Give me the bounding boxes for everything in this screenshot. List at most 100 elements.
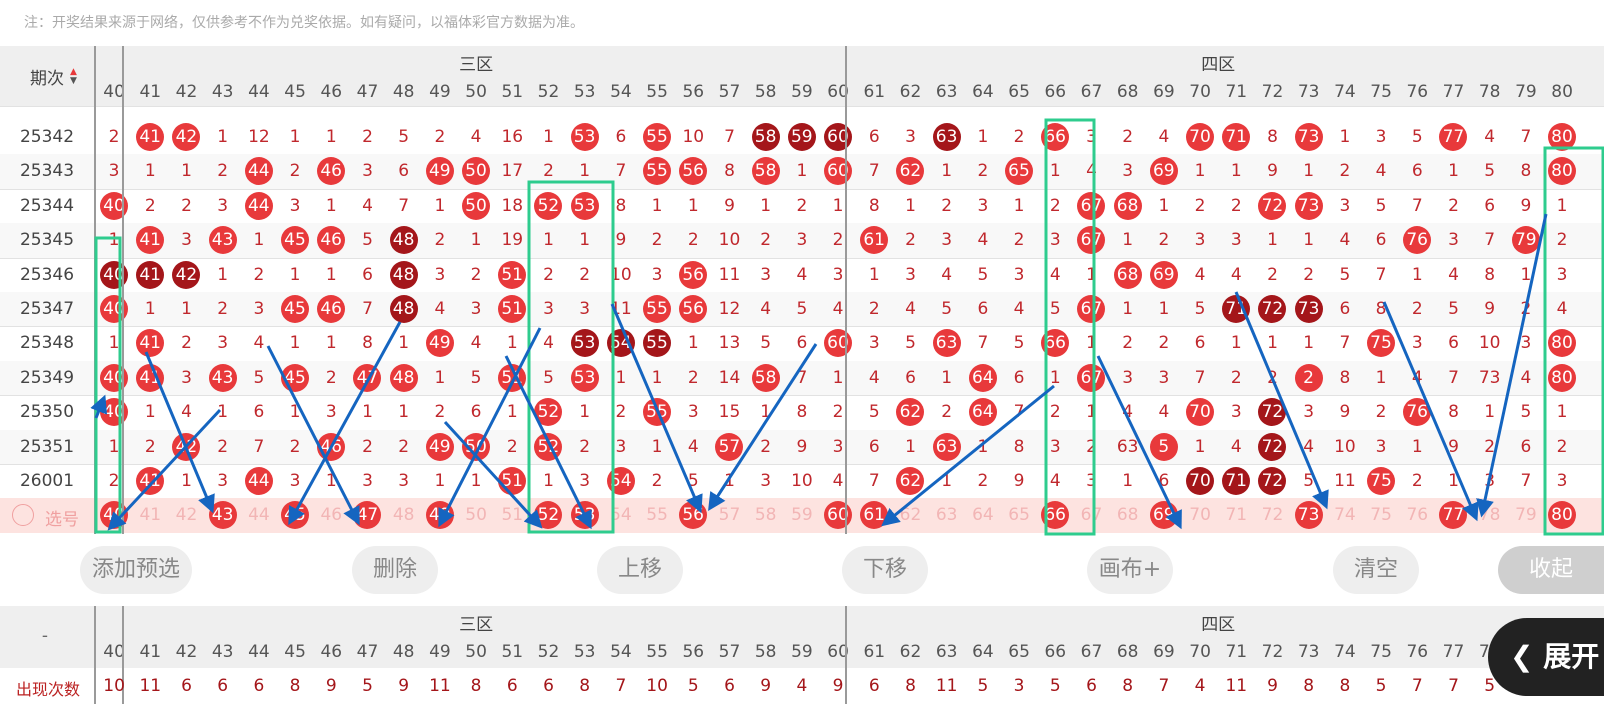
miss-count: 2	[253, 264, 265, 285]
bottom-column-header: 64	[972, 642, 994, 662]
miss-count: 11	[1334, 471, 1356, 491]
miss-count: 1	[1556, 402, 1568, 423]
select-number[interactable]: 42	[175, 505, 198, 526]
column-header: 42	[175, 82, 198, 102]
select-number[interactable]: 68	[1116, 505, 1139, 526]
select-number[interactable]: 78	[1478, 505, 1501, 526]
miss-count: 4	[253, 333, 265, 354]
miss-count: 3	[651, 264, 663, 285]
canvas-plus-button[interactable]: 画布+	[1087, 546, 1173, 594]
issue-number: 25350	[19, 402, 75, 423]
miss-count: 3	[1122, 161, 1134, 182]
appearance-count: 5	[1484, 676, 1496, 696]
clear-button[interactable]: 清空	[1333, 546, 1419, 594]
miss-count: 2	[1013, 127, 1025, 147]
select-number[interactable]: 71	[1225, 505, 1248, 526]
miss-count: 8	[868, 195, 880, 216]
miss-count: 1	[1230, 161, 1242, 182]
miss-count: 11	[718, 264, 741, 285]
miss-count: 1	[289, 333, 301, 354]
miss-count: 4	[1411, 367, 1423, 388]
move-up-button[interactable]: 上移	[597, 546, 683, 594]
miss-count: 9	[1448, 436, 1459, 457]
hit-ball: 64	[968, 398, 997, 427]
column-separator	[845, 46, 847, 534]
hit-ball: 45	[281, 295, 309, 323]
hit-ball: 69	[1149, 157, 1178, 186]
appearance-count: 8	[1122, 676, 1134, 696]
miss-count: 1	[687, 333, 699, 354]
select-number[interactable]: 41	[139, 505, 162, 526]
miss-count: 7	[362, 299, 373, 319]
miss-count: 3	[1230, 230, 1242, 251]
hit-ball: 73	[1294, 295, 1323, 323]
select-number[interactable]: 70	[1189, 505, 1211, 526]
miss-count: 5	[1049, 299, 1061, 319]
move-down-button[interactable]: 下移	[842, 546, 928, 594]
picked-ball[interactable]: 53	[570, 501, 599, 530]
appearance-count: 8	[905, 676, 916, 696]
hit-ball: 51	[498, 260, 527, 289]
select-number[interactable]: 54	[610, 505, 632, 526]
select-number[interactable]: 48	[392, 505, 415, 526]
dash-label: -	[41, 626, 49, 646]
miss-count: 2	[1556, 230, 1568, 251]
select-number[interactable]: 51	[501, 505, 524, 526]
add-preselect-button[interactable]: 添加预选	[80, 546, 192, 594]
miss-count: 5	[398, 127, 410, 147]
select-number[interactable]: 65	[1008, 505, 1030, 526]
select-number[interactable]: 76	[1406, 505, 1429, 526]
select-number[interactable]: 79	[1515, 505, 1537, 526]
select-number[interactable]: 58	[754, 505, 777, 526]
select-number[interactable]: 72	[1261, 505, 1284, 526]
select-number[interactable]: 75	[1370, 505, 1392, 526]
hit-ball: 45	[281, 363, 309, 392]
miss-count: 8	[1484, 264, 1496, 285]
appearance-count: 11	[935, 676, 958, 696]
miss-count: 11	[610, 299, 632, 319]
miss-count: 1	[1086, 402, 1097, 423]
select-number[interactable]: 50	[465, 505, 487, 526]
select-number[interactable]: 59	[791, 505, 813, 526]
appearance-count: 9	[1267, 676, 1278, 696]
miss-count: 5	[1303, 471, 1315, 491]
select-number[interactable]: 57	[718, 505, 741, 526]
select-number[interactable]: 55	[646, 505, 668, 526]
picked-ball[interactable]: 69	[1149, 501, 1178, 530]
appearance-count: 11	[429, 676, 451, 696]
miss-count: 1	[217, 127, 229, 147]
appearance-count: 8	[289, 676, 301, 696]
appearance-count: 5	[1049, 676, 1061, 696]
bottom-column-header: 62	[899, 642, 922, 662]
miss-count: 2	[1230, 367, 1242, 388]
select-number[interactable]: 74	[1334, 505, 1356, 526]
select-number[interactable]: 67	[1080, 505, 1103, 526]
select-number[interactable]: 62	[899, 505, 922, 526]
row-stripe	[0, 292, 1604, 327]
miss-count: 2	[543, 264, 554, 285]
picked-ball[interactable]: 49	[425, 501, 454, 530]
bottom-column-header: 74	[1334, 642, 1356, 662]
hit-ball: 80	[1548, 123, 1576, 151]
miss-count: 8	[1448, 402, 1459, 423]
collapse-button[interactable]: 收起	[1498, 546, 1604, 594]
select-number[interactable]: 44	[248, 505, 270, 526]
miss-count: 13	[718, 333, 741, 354]
select-number[interactable]: 64	[972, 505, 994, 526]
bottom-column-header: 42	[175, 642, 198, 662]
column-separator	[122, 46, 124, 534]
delete-button[interactable]: 删除	[352, 546, 438, 594]
picked-ball[interactable]: 73	[1294, 501, 1323, 530]
select-number[interactable]: 46	[320, 505, 343, 526]
select-number[interactable]: 63	[935, 505, 958, 526]
hit-ball: 45	[281, 226, 309, 255]
sort-icon[interactable]: ▲ ▼	[70, 67, 77, 86]
radio-circle-icon[interactable]	[12, 504, 34, 527]
picked-ball[interactable]: 43	[208, 501, 237, 530]
miss-count: 3	[1303, 402, 1315, 423]
miss-count: 6	[796, 333, 808, 354]
miss-count: 3	[977, 195, 989, 216]
picked-ball[interactable]: 60	[824, 501, 852, 530]
expand-button[interactable]: ❮ 展开	[1488, 618, 1604, 696]
issue-header-label[interactable]: 期次	[30, 69, 64, 89]
